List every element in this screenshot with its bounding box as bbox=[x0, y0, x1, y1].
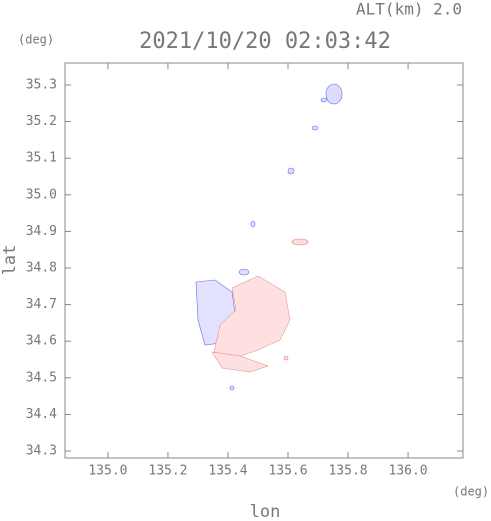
y-tick-label: 34.7 bbox=[26, 297, 57, 312]
x-tick-label: 135.6 bbox=[268, 464, 307, 479]
y-unit: (deg) bbox=[18, 33, 54, 47]
echo-areas bbox=[195, 83, 343, 391]
plot-frame bbox=[64, 62, 464, 459]
y-tick-label: 35.2 bbox=[26, 114, 57, 129]
y-tick-label: 34.9 bbox=[26, 224, 57, 239]
y-tick-label: 35.0 bbox=[26, 187, 57, 202]
y-tick-label: 34.3 bbox=[26, 444, 57, 459]
x-tick-label: 135.8 bbox=[328, 464, 367, 479]
y-tick-label: 34.5 bbox=[26, 370, 57, 385]
y-tick-label: 35.1 bbox=[26, 151, 57, 166]
y-tick-label: 35.3 bbox=[26, 77, 57, 92]
x-axis-label: lon bbox=[250, 502, 281, 521]
x-tick-label: 135.0 bbox=[88, 464, 127, 479]
y-tick-label: 34.6 bbox=[26, 334, 57, 349]
x-tick-label: 135.2 bbox=[148, 464, 187, 479]
y-axis-label: lat bbox=[0, 245, 20, 276]
chart-title: 2021/10/20 02:03:42 bbox=[139, 29, 391, 54]
y-tick-label: 34.4 bbox=[26, 407, 57, 422]
y-tick-label: 34.8 bbox=[26, 261, 57, 276]
altitude-label: ALT(km) 2.0 bbox=[356, 0, 462, 19]
x-tick-label: 136.0 bbox=[389, 464, 428, 479]
x-tick-label: 135.4 bbox=[208, 464, 247, 479]
x-unit: (deg) bbox=[453, 485, 489, 499]
